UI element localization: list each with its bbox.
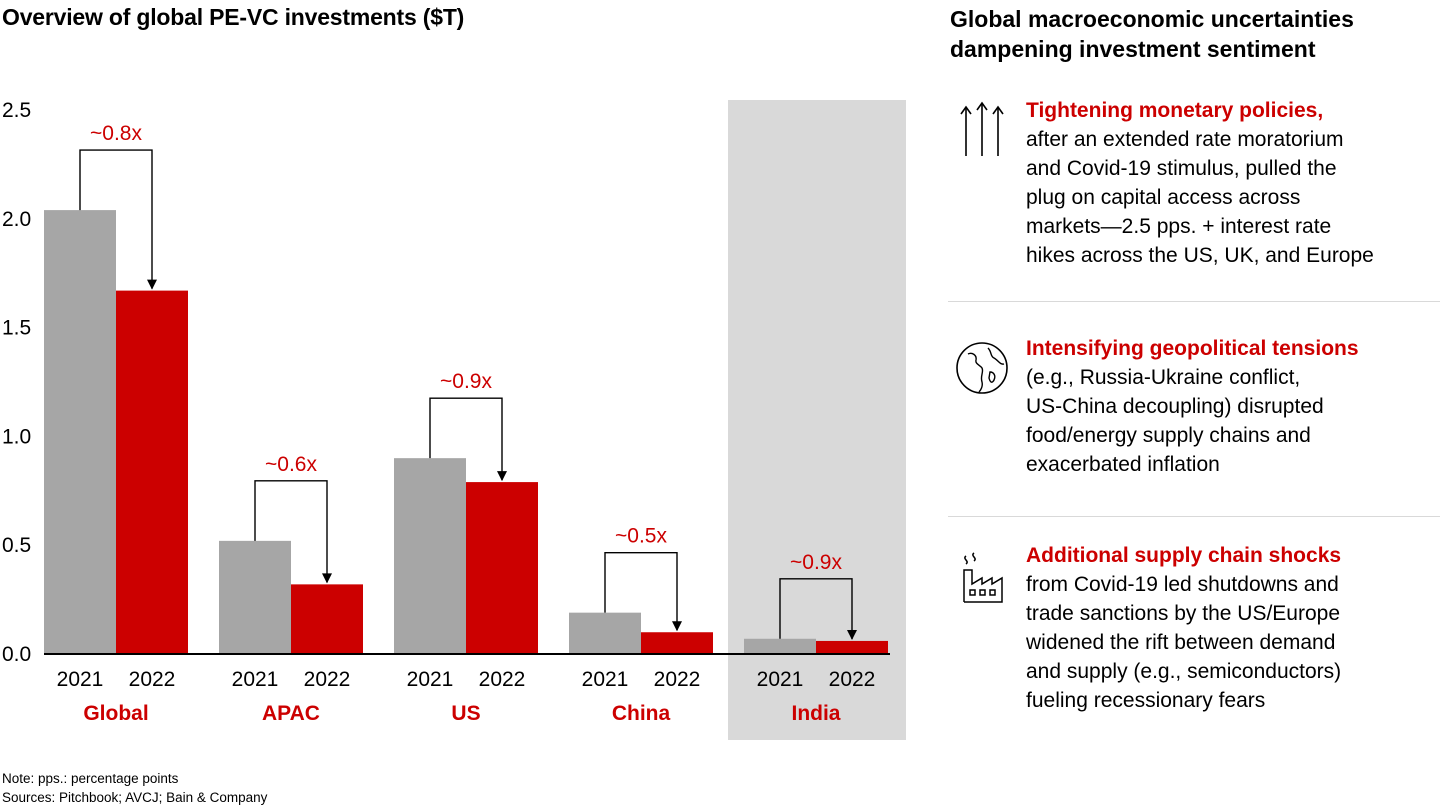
x-year-label: 2022 [304, 668, 351, 691]
change-bracket [429, 397, 503, 481]
factor-line: (e.g., Russia-Ukraine conflict, [1026, 366, 1301, 389]
factor-line: plug on capital access across [1026, 186, 1301, 209]
factor-line: widened the rift between demand [1026, 631, 1336, 654]
x-year-label: 2022 [829, 668, 876, 691]
chart-title: Overview of global PE-VC investments ($T… [2, 4, 465, 30]
change-bracket [604, 551, 678, 631]
factor-supply-chain: Additional supply chain shocks from Covi… [1026, 541, 1436, 715]
factor-line: and Covid-19 stimulus, pulled the [1026, 157, 1337, 180]
change-bracket [254, 480, 328, 583]
divider [948, 301, 1440, 302]
arrow-head [322, 573, 332, 584]
factor-heading: Additional supply chain shocks [1026, 544, 1342, 567]
highlight-band [728, 100, 906, 740]
y-tick-label: 2.0 [2, 208, 31, 231]
category-label: US [451, 702, 480, 725]
x-year-label: 2021 [232, 668, 279, 691]
x-year-label: 2022 [479, 668, 526, 691]
arrow-head [147, 279, 157, 290]
arrow-head [497, 471, 507, 482]
factor-line: hikes across the US, UK, and Europe [1026, 244, 1374, 267]
change-bracket [779, 578, 853, 639]
divider [948, 516, 1440, 517]
bar-2021-global [44, 210, 116, 654]
bar-2022-india [816, 640, 888, 654]
factor-line: US-China decoupling) disrupted [1026, 395, 1324, 418]
y-tick-label: 0.0 [2, 643, 31, 666]
category-label: India [791, 702, 840, 725]
bar-2021-india [744, 638, 816, 654]
change-annotation: ~0.6x [265, 453, 317, 476]
y-tick-label: 1.5 [2, 317, 31, 340]
factor-line: markets—2.5 pps. + interest rate [1026, 215, 1332, 238]
y-tick-label: 2.5 [2, 99, 31, 122]
factor-heading: Intensifying geopolitical tensions [1026, 337, 1359, 360]
arrow-head [672, 621, 682, 632]
change-annotation: ~0.9x [790, 551, 842, 574]
globe-icon [952, 338, 1012, 398]
factor-line: food/energy supply chains and [1026, 424, 1311, 447]
bar-2021-us [394, 458, 466, 654]
x-year-label: 2021 [57, 668, 104, 691]
sources-text: Sources: Pitchbook; AVCJ; Bain & Company [2, 790, 268, 805]
change-annotation: ~0.5x [615, 525, 667, 548]
bar-2021-apac [219, 540, 291, 654]
note-text: Note: pps.: percentage points [2, 771, 179, 786]
bar-2021-china [569, 612, 641, 654]
right-title-line2: dampening investment sentiment [950, 36, 1316, 62]
change-bracket [79, 149, 153, 289]
x-year-label: 2022 [129, 668, 176, 691]
category-label: China [612, 702, 671, 725]
change-annotation: ~0.9x [440, 370, 492, 393]
right-title-line1: Global macroeconomic uncertainties [950, 6, 1354, 32]
factor-line: from Covid-19 led shutdowns and [1026, 573, 1339, 596]
category-label: APAC [262, 702, 320, 725]
y-tick-label: 0.5 [2, 534, 31, 557]
change-annotation: ~0.8x [90, 122, 142, 145]
right-panel-title: Global macroeconomic uncertainties dampe… [950, 4, 1354, 64]
bar-2022-global [116, 290, 188, 654]
factor-line: fueling recessionary fears [1026, 689, 1266, 712]
bar-chart: 0.0 0.5 1.0 1.5 2.0 2.5 2021 2022 Global ~0.8x 202… [2, 99, 906, 740]
category-label: Global [83, 702, 148, 725]
arrow-head [847, 629, 857, 640]
bar-2022-china [641, 632, 713, 654]
factor-heading: Tightening monetary policies, [1026, 99, 1324, 122]
arrows-up-icon [952, 100, 1012, 160]
factor-line: after an extended rate moratorium [1026, 128, 1344, 151]
x-year-label: 2021 [407, 668, 454, 691]
factor-geopolitical: Intensifying geopolitical tensions (e.g.… [1026, 334, 1436, 479]
factor-line: and supply (e.g., semiconductors) [1026, 660, 1342, 683]
bar-2022-apac [291, 584, 363, 654]
factory-icon [952, 548, 1012, 608]
x-year-label: 2021 [582, 668, 629, 691]
factor-line: exacerbated inflation [1026, 453, 1220, 476]
factor-line: trade sanctions by the US/Europe [1026, 602, 1341, 625]
x-year-label: 2022 [654, 668, 701, 691]
x-year-label: 2021 [757, 668, 804, 691]
bar-2022-us [466, 482, 538, 654]
y-tick-label: 1.0 [2, 425, 31, 448]
factor-monetary: Tightening monetary policies, after an e… [1026, 96, 1436, 270]
